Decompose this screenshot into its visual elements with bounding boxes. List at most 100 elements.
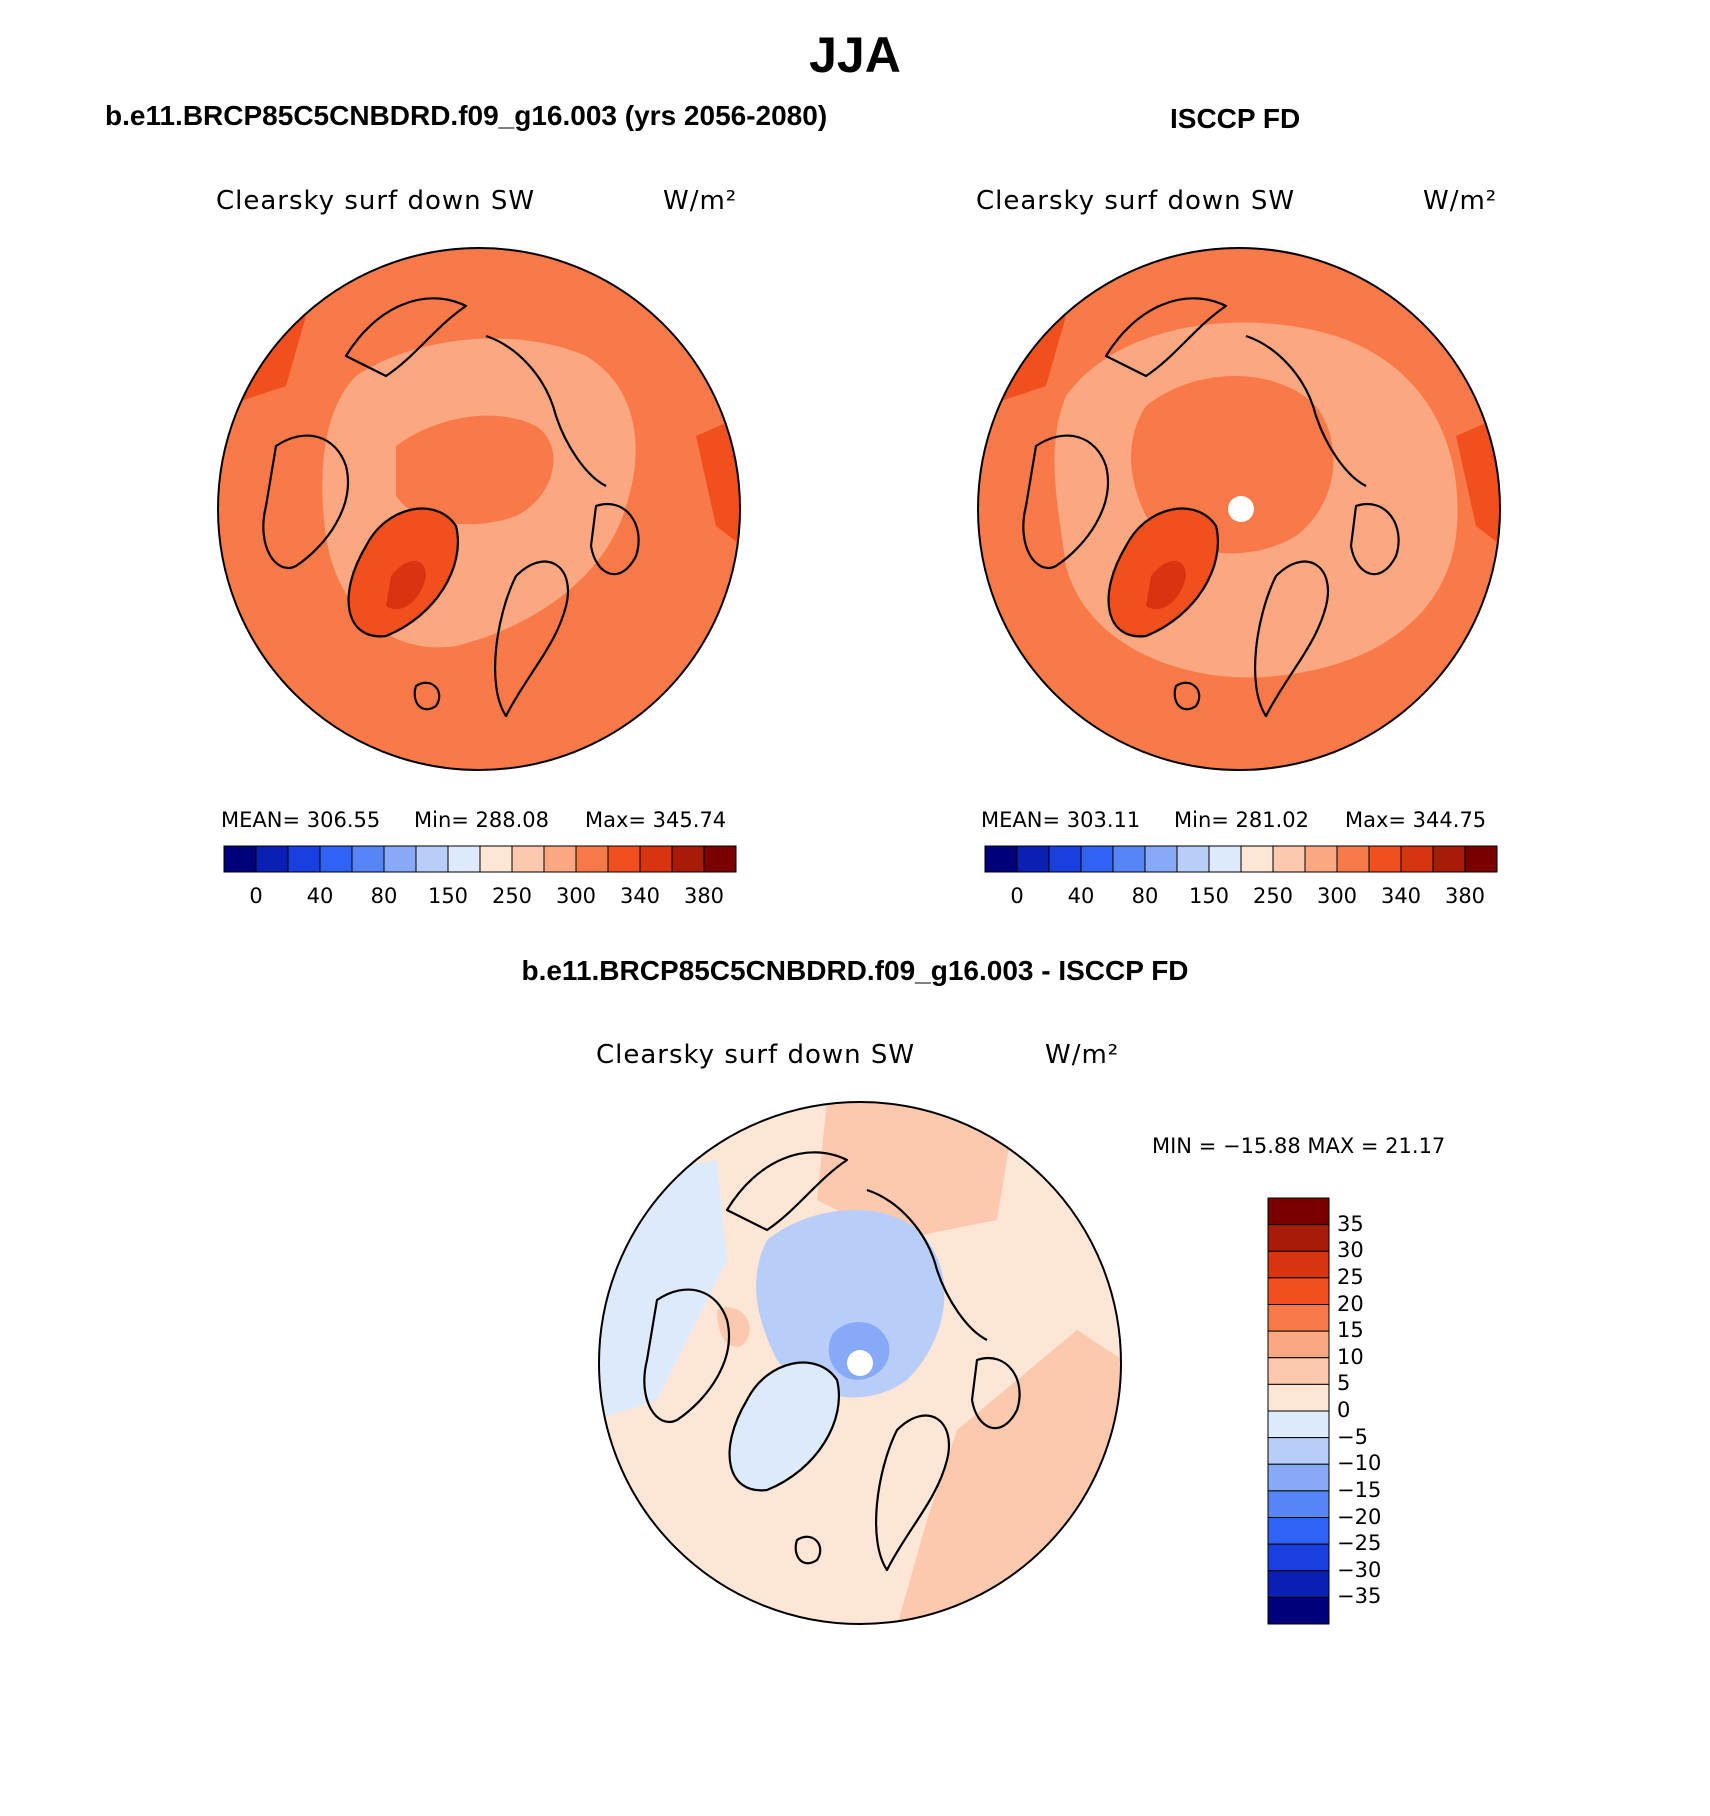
panel-2-units: W/m²	[1423, 186, 1498, 216]
colorbar-tick-label: −10	[1337, 1451, 1382, 1476]
colorbar-tick-label: 40	[1067, 884, 1095, 908]
colorbar-swatch	[415, 845, 449, 873]
colorbar-swatch	[1267, 1277, 1330, 1305]
colorbar-swatch	[1464, 845, 1498, 873]
colorbar-swatch	[1267, 1410, 1330, 1439]
colorbar-tick-label: 80	[1131, 884, 1159, 908]
colorbar-swatch	[1267, 1304, 1330, 1332]
panel-2-title: ISCCP FD	[1170, 103, 1301, 134]
colorbar-tick-label: 30	[1337, 1238, 1364, 1263]
colorbar-tick-label: 250	[491, 884, 533, 908]
colorbar-tick-label: 150	[427, 884, 469, 908]
figure-title: JJA	[809, 27, 901, 83]
colorbar-tick-label: −25	[1337, 1531, 1382, 1556]
colorbar-swatch	[1267, 1463, 1330, 1492]
colorbar-tick-label: 380	[1444, 884, 1486, 908]
colorbar-swatch	[1267, 1224, 1330, 1252]
colorbar-tick-label: 340	[1380, 884, 1422, 908]
colorbar-swatch	[671, 845, 705, 873]
colorbar-tick-label: 15	[1337, 1318, 1364, 1343]
colorbar-tick-label: 25	[1337, 1264, 1364, 1289]
colorbar-tick-label: −5	[1337, 1424, 1368, 1449]
panel-3-coastlines	[643, 1151, 1021, 1572]
colorbar-swatch	[575, 845, 609, 873]
colorbar-swatch	[1304, 845, 1338, 873]
panel-1-mean: MEAN= 306.55	[221, 808, 381, 832]
colorbar-tick-label: 150	[1188, 884, 1230, 908]
panel-3-variable: Clearsky surf down SW	[596, 1040, 916, 1070]
colorbar-tick-label: 0	[1010, 884, 1024, 908]
colorbar-swatch	[984, 845, 1018, 873]
colorbar-tick-label: 40	[306, 884, 334, 908]
colorbar-tick-label: 250	[1252, 884, 1294, 908]
colorbar-swatch	[1048, 845, 1082, 873]
colorbar-swatch	[543, 845, 577, 873]
colorbar-swatch	[223, 845, 257, 873]
colorbar-swatch	[1267, 1490, 1330, 1518]
panel-1-title: b.e11.BRCP85C5CNBDRD.f09_g16.003 (yrs 20…	[105, 100, 828, 131]
colorbar-swatch	[1267, 1437, 1330, 1465]
colorbar-tick-label: 0	[249, 884, 263, 908]
colorbar-swatch	[1368, 845, 1402, 873]
panel-2-variable: Clearsky surf down SW	[976, 186, 1296, 216]
colorbar-swatch	[287, 845, 321, 873]
panel-2-colorbar	[984, 845, 1498, 873]
colorbar-swatch	[1240, 845, 1274, 873]
colorbar-swatch	[1176, 845, 1210, 873]
colorbar-tick-label: −15	[1337, 1477, 1382, 1502]
colorbar-swatch	[1112, 845, 1146, 873]
colorbar-swatch	[1080, 845, 1114, 873]
colorbar-swatch	[1336, 845, 1370, 873]
colorbar-tick-label: 10	[1337, 1344, 1364, 1369]
colorbar-swatch	[703, 845, 737, 873]
colorbar-swatch	[319, 845, 353, 873]
colorbar-swatch	[639, 845, 673, 873]
colorbar-tick-label: 380	[683, 884, 725, 908]
colorbar-swatch	[383, 845, 417, 873]
panel-3-title: b.e11.BRCP85C5CNBDRD.f09_g16.003 - ISCCP…	[521, 955, 1189, 986]
colorbar-swatch	[1267, 1330, 1330, 1359]
colorbar-swatch	[511, 845, 545, 873]
colorbar-swatch	[447, 845, 481, 873]
panel-1-colorbar	[223, 845, 737, 873]
panel-2-max: Max= 344.75	[1345, 808, 1487, 832]
colorbar-swatch	[1016, 845, 1050, 873]
colorbar-swatch	[351, 845, 385, 873]
colorbar-swatch	[1267, 1383, 1330, 1412]
colorbar-swatch	[1267, 1596, 1330, 1625]
colorbar-tick-label: −30	[1337, 1557, 1382, 1582]
colorbar-swatch	[1432, 845, 1466, 873]
panel-3-minmax: MIN = −15.88 MAX = 21.17	[1152, 1134, 1446, 1158]
colorbar-swatch	[255, 845, 289, 873]
panel-1-max: Max= 345.74	[585, 808, 727, 832]
panel-2-min: Min= 281.02	[1174, 808, 1310, 832]
colorbar-tick-label: 340	[619, 884, 661, 908]
panel-3-colorbar	[1267, 1197, 1330, 1625]
panel-3-map	[598, 1101, 1122, 1625]
colorbar-tick-label: −20	[1337, 1504, 1382, 1529]
colorbar-swatch	[1144, 845, 1178, 873]
panel-1-units: W/m²	[663, 186, 738, 216]
colorbar-swatch	[1400, 845, 1434, 873]
panel-1-variable: Clearsky surf down SW	[216, 186, 536, 216]
panel-2-coastlines	[1022, 297, 1400, 718]
panel-1-coastlines	[262, 297, 640, 718]
colorbar-tick-label: 300	[555, 884, 597, 908]
colorbar-swatch	[1267, 1517, 1330, 1545]
panel-2-map	[977, 247, 1501, 771]
panel-1-map	[217, 247, 741, 771]
colorbar-tick-label: 80	[370, 884, 398, 908]
colorbar-swatch	[1267, 1543, 1330, 1572]
colorbar-tick-label: −35	[1337, 1584, 1382, 1609]
panel-1-min: Min= 288.08	[414, 808, 550, 832]
colorbar-tick-label: 35	[1337, 1211, 1364, 1236]
panel-3-units: W/m²	[1045, 1040, 1120, 1070]
colorbar-swatch	[1267, 1570, 1330, 1598]
colorbar-swatch	[1267, 1250, 1330, 1279]
colorbar-tick-label: 5	[1337, 1371, 1351, 1396]
colorbar-swatch	[479, 845, 513, 873]
colorbar-swatch	[1267, 1197, 1330, 1226]
colorbar-tick-label: 300	[1316, 884, 1358, 908]
colorbar-swatch	[1272, 845, 1306, 873]
panel-2-mean: MEAN= 303.11	[981, 808, 1141, 832]
